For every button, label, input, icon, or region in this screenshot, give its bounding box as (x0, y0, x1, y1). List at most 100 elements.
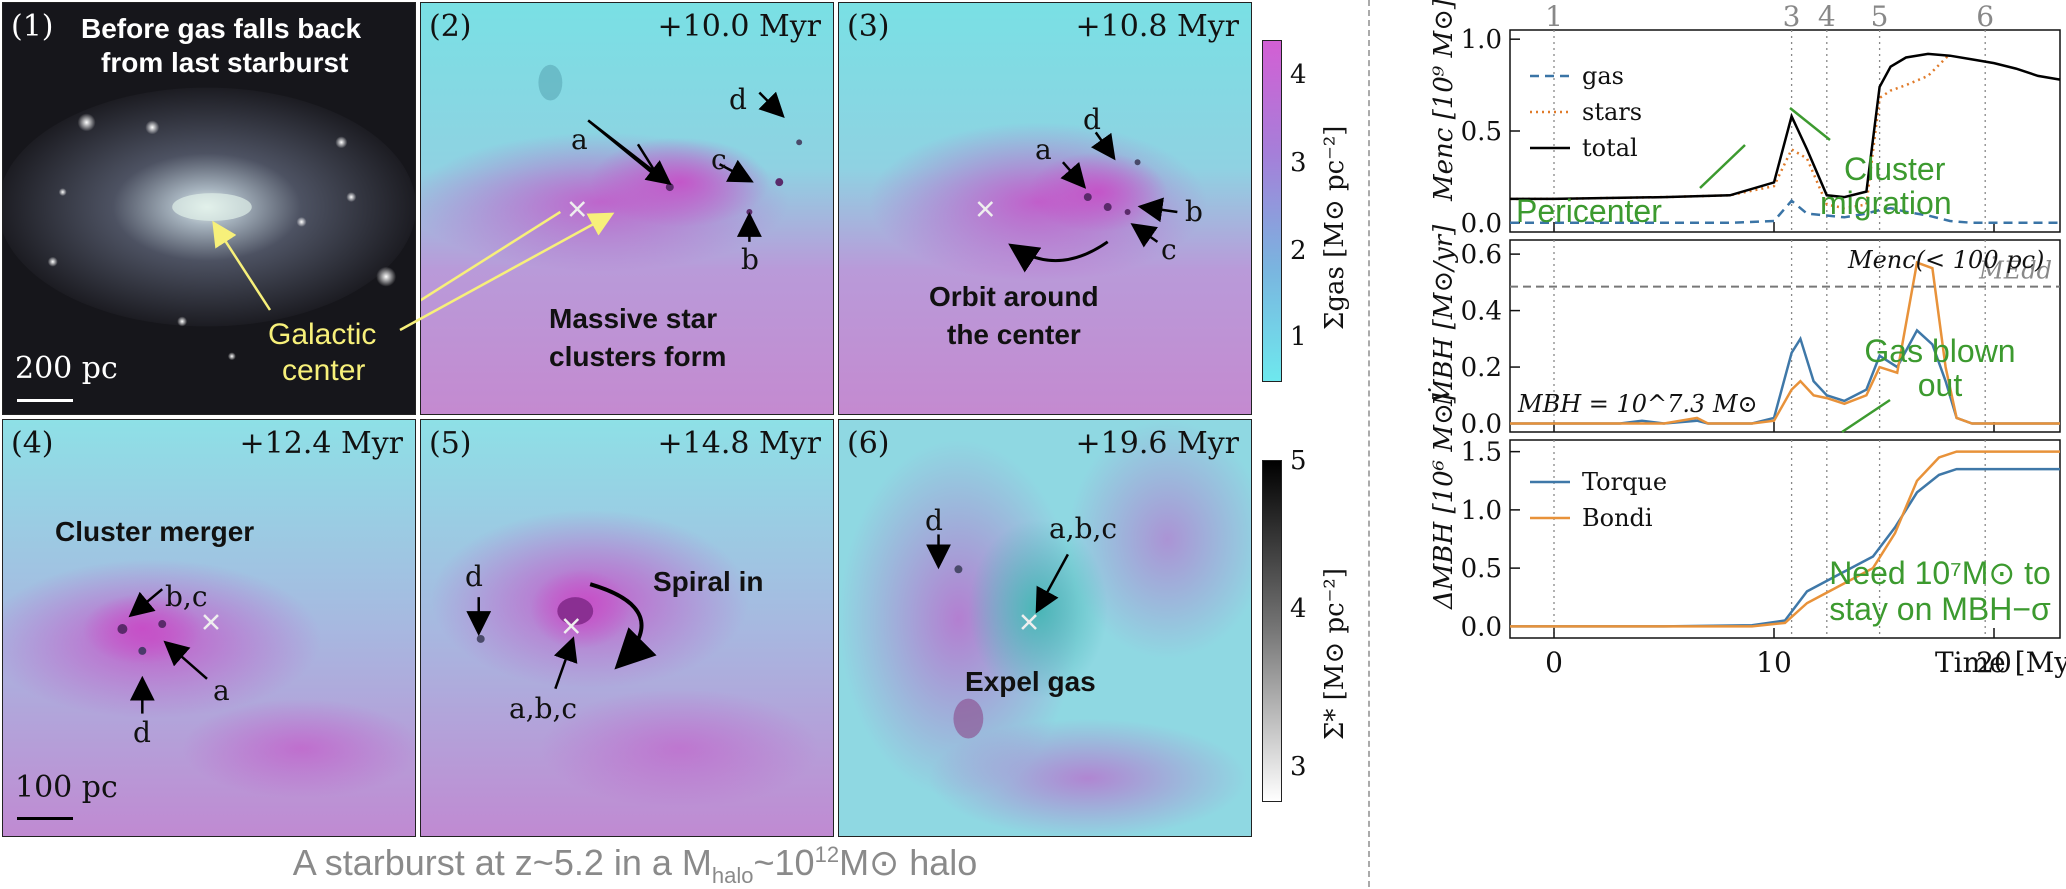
cluster-label-d: d (1083, 103, 1101, 136)
y-tick-label: 0.5 (1461, 117, 1502, 147)
stellar-density-image (3, 3, 415, 414)
x-tick-label: 0 (1545, 646, 1563, 679)
x-tick-label: 20 (1976, 646, 2012, 679)
migration-annotation-line2: migration (1820, 185, 1952, 221)
colorbar-gas (1262, 40, 1282, 382)
panel-number: (5) (429, 426, 472, 461)
caption-sup: 12 (814, 842, 840, 867)
panel-3-gas-map: (3) +10.8 Myr a d b c Orbit around the c… (838, 2, 1252, 415)
panel-annotation-line1: Massive star (549, 303, 718, 334)
panel-annotation-line2: the center (947, 319, 1081, 350)
colorbar-gas-tick: 4 (1290, 60, 1307, 90)
panel-6-gas-map: (6) +19.6 Myr d a,b,c Expel gas (838, 419, 1252, 837)
scale-bar (17, 399, 73, 402)
panel-number: (6) (847, 426, 890, 461)
chart-frame (1509, 239, 2061, 433)
panel-time: +12.4 Myr (239, 426, 403, 461)
gas-blown-arrow (1841, 398, 1891, 434)
y-axis-label: ṀBH [M⊙/yr] (1428, 224, 1459, 407)
menc-annotation: Menc(< 100 pc) (1847, 246, 2044, 274)
chart-frame (1509, 439, 2061, 639)
need-annotation-line1: Need 10⁷M⊙ to (1829, 555, 2051, 591)
cluster-label-a: a (571, 123, 588, 156)
divider (1368, 0, 1370, 887)
cluster-label-abc: a,b,c (1049, 512, 1118, 545)
legend-label-gas: gas (1582, 62, 1624, 90)
y-tick-label: 0.4 (1461, 297, 1502, 327)
scale-bar-label: 200 pc (15, 351, 118, 386)
gas-density-image (421, 420, 833, 836)
y-tick-label: 0.6 (1461, 240, 1502, 270)
colorbar-stars-tick: 4 (1290, 594, 1307, 624)
migration-annotation-line1: Cluster (1844, 151, 1946, 187)
galactic-center-label-line2: center (282, 354, 366, 387)
panel-time: +10.0 Myr (657, 9, 821, 44)
figure-caption: A starburst at z~5.2 in a Mhalo~1012M⊙ h… (0, 842, 1270, 889)
cluster-label-a: a (1035, 133, 1052, 166)
scale-bar-label: 100 pc (15, 770, 118, 805)
legend-label-torque: Torque (1582, 468, 1667, 496)
cluster-label-b: b (741, 243, 759, 276)
caption-mid: ~10 (753, 842, 815, 883)
event-marker-label: 3 (1783, 0, 1801, 33)
cluster-label-d: d (925, 504, 943, 537)
mbh-annotation: MBH = 10^7.3 M⊙ (1517, 390, 1758, 418)
cluster-label-b: b (1185, 195, 1203, 228)
colorbar-gas-tick: 3 (1290, 148, 1307, 178)
gas-density-image (839, 420, 1251, 836)
y-tick-label: 0.0 (1461, 410, 1502, 440)
gas-density-image (839, 3, 1251, 414)
legend-label-total: total (1582, 134, 1638, 162)
y-axis-label: Menc [10⁹ M⊙] (1429, 0, 1459, 202)
event-marker-label: 6 (1976, 0, 1994, 33)
colorbar-gas-label: Σgas [M⊙ pc⁻²] (1320, 125, 1350, 330)
panel-1-stellar-map: (1) Before gas falls back from last star… (2, 2, 416, 415)
x-tick-label: 10 (1756, 646, 1792, 679)
series-line-stars (1510, 53, 1951, 210)
caption-sub: halo (711, 863, 754, 889)
y-tick-label: 0.0 (1461, 209, 1502, 239)
panel-number: (1) (11, 9, 54, 44)
migration-arrow (1789, 107, 1831, 141)
scale-bar (17, 817, 73, 820)
pericenter-arrow (1699, 144, 1746, 189)
panel-title-line1: Before gas falls back (81, 13, 362, 44)
colorbar-gas-tick: 1 (1290, 322, 1307, 352)
event-marker-label: 1 (1545, 0, 1563, 33)
panel-annotation-line2: clusters form (549, 341, 727, 372)
cluster-label-c: c (1161, 233, 1177, 266)
cluster-label-bc: b,c (165, 580, 208, 613)
legend-label-stars: stars (1582, 98, 1642, 126)
y-axis-label: ΔMBH [10⁶ M⊙] (1429, 392, 1459, 610)
event-marker-label: 5 (1871, 0, 1889, 33)
galactic-center-label-line1: Galactic (268, 318, 377, 351)
panel-5-gas-map: (5) +14.8 Myr d Spiral in a,b,c (420, 419, 834, 837)
series-line-gas (1510, 199, 2060, 225)
panel-annotation: Spiral in (653, 566, 764, 597)
colorbar-stars-tick: 3 (1290, 752, 1307, 782)
y-tick-label: 0.2 (1461, 353, 1502, 383)
cluster-label-c: c (711, 143, 727, 176)
panel-number: (4) (11, 426, 54, 461)
cluster-label-abc: a,b,c (509, 692, 578, 725)
panel-number: (3) (847, 9, 890, 44)
series-line-total (1510, 52, 2061, 201)
cluster-label-d: d (133, 716, 151, 749)
y-tick-label: 0.0 (1461, 612, 1502, 642)
y-tick-label: 1.0 (1461, 25, 1502, 55)
colorbar-gas-tick: 2 (1290, 236, 1307, 266)
event-marker-label: 4 (1818, 0, 1836, 33)
y-tick-label: 1.0 (1461, 496, 1502, 526)
x-axis-label: Time [Myr] (1935, 646, 2066, 679)
series-line-bondi (1510, 260, 2060, 425)
legend-label-bondi: Bondi (1582, 504, 1653, 532)
series-line-bondi (1510, 450, 2060, 628)
panel-2-gas-map: (2) +10.0 Myr a d c b Massive star clust… (420, 2, 834, 415)
panel-annotation-line1: Orbit around (929, 281, 1099, 312)
eddington-label: ṀEdd (1978, 256, 2052, 285)
colorbar-stars (1262, 460, 1282, 802)
panel-time: +14.8 Myr (657, 426, 821, 461)
panel-time: +10.8 Myr (1075, 9, 1239, 44)
panel-title-line2: from last starburst (101, 47, 349, 78)
